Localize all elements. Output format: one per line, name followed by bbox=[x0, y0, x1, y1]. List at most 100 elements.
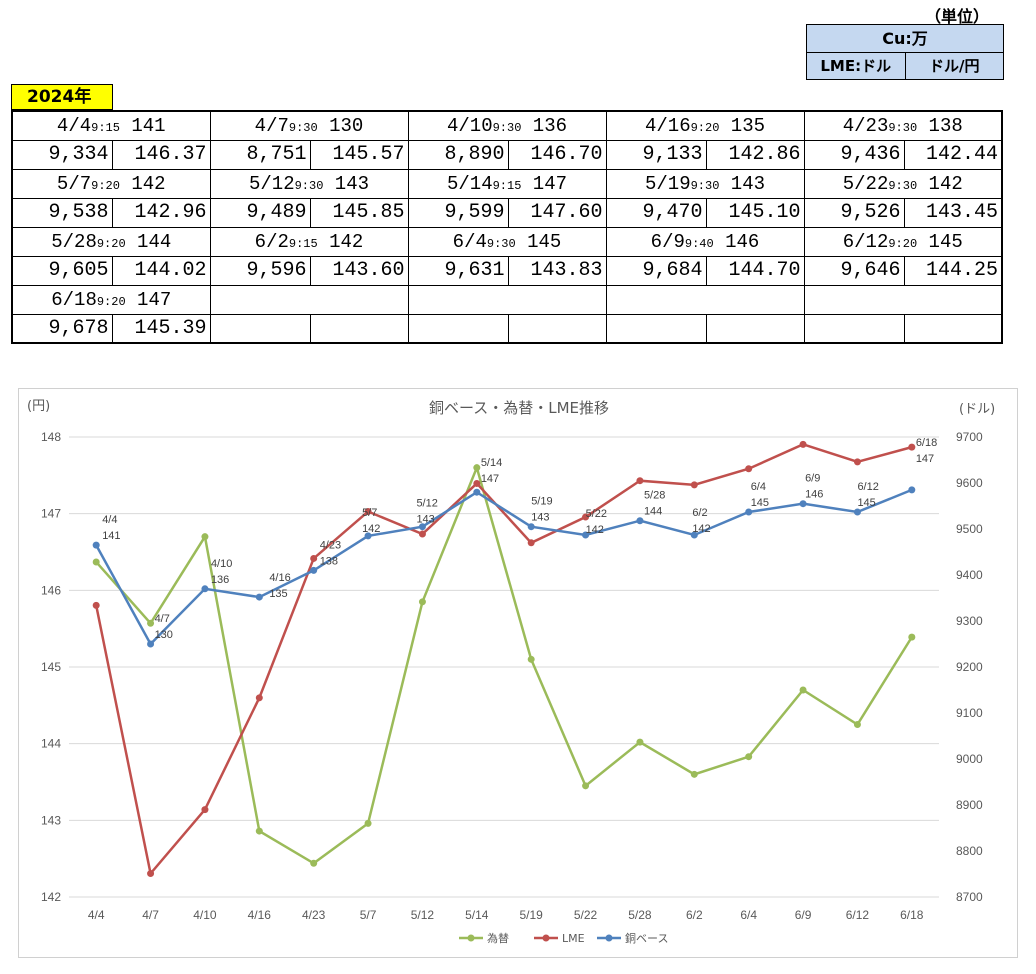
table-fx-cell: 144.02 bbox=[111, 255, 211, 286]
x-tick: 4/10 bbox=[193, 908, 217, 922]
data-point bbox=[690, 531, 698, 539]
table-row: 9,678 145.39 bbox=[11, 313, 1003, 344]
data-label-date: 6/2 bbox=[692, 507, 707, 519]
data-point bbox=[310, 566, 318, 574]
data-label-value: 135 bbox=[269, 588, 287, 600]
series-line-銅ベース bbox=[95, 488, 913, 647]
date-text: 4/4 bbox=[56, 114, 92, 137]
data-point bbox=[310, 554, 318, 562]
table-lme-cell bbox=[803, 313, 905, 344]
x-tick: 5/28 bbox=[628, 908, 652, 922]
copper-base-text: 142 bbox=[119, 172, 166, 195]
x-tick: 6/9 bbox=[795, 908, 812, 922]
data-label-date: 6/12 bbox=[857, 481, 878, 493]
data-point bbox=[92, 558, 100, 566]
data-point bbox=[908, 486, 916, 494]
time-text: 9:40 bbox=[684, 236, 714, 251]
table-row: 4/49:15 141 4/79:30 130 4/109:30 136 4/169:… bbox=[11, 110, 1003, 141]
table-fx-cell: 146.70 bbox=[507, 139, 607, 170]
table-date-cell: 4/109:30 136 bbox=[407, 110, 607, 141]
copper-base-text: 147 bbox=[125, 288, 172, 311]
copper-base-text: 145 bbox=[515, 230, 562, 253]
table-row: 9,334 146.37 8,751 145.57 8,890 146.70 9,133 14… bbox=[11, 139, 1003, 170]
data-point bbox=[582, 513, 590, 521]
data-label-value: 144 bbox=[644, 506, 662, 518]
x-tick: 6/4 bbox=[740, 908, 757, 922]
data-point bbox=[745, 753, 753, 761]
data-label-value: 130 bbox=[155, 629, 173, 641]
table-lme-cell: 9,596 bbox=[209, 255, 311, 286]
y-axis-label-right: (ドル) bbox=[959, 402, 995, 417]
table-date-cell: 5/289:20 144 bbox=[11, 226, 211, 257]
data-point bbox=[418, 523, 426, 531]
table-fx-cell bbox=[705, 313, 805, 344]
time-text: 9:30 bbox=[888, 120, 918, 135]
data-label-value: 141 bbox=[102, 530, 120, 542]
data-point bbox=[853, 458, 861, 466]
copper-base-text: 146 bbox=[713, 230, 760, 253]
y-tick-right: 9100 bbox=[956, 706, 983, 720]
data-point bbox=[255, 694, 263, 702]
data-point bbox=[582, 531, 590, 539]
table-fx-cell: 145.39 bbox=[111, 313, 211, 344]
data-point bbox=[201, 533, 209, 541]
data-point bbox=[201, 806, 209, 814]
y-tick-right: 9000 bbox=[956, 752, 983, 766]
y-tick-right: 8900 bbox=[956, 798, 983, 812]
table-row: 5/289:20 144 6/29:15 142 6/49:30 145 6/99:4… bbox=[11, 226, 1003, 257]
table-lme-cell: 8,751 bbox=[209, 139, 311, 170]
y-tick-left: 143 bbox=[41, 813, 61, 827]
table-fx-cell: 145.57 bbox=[309, 139, 409, 170]
legend-label: LME bbox=[562, 932, 585, 945]
time-text: 9:15 bbox=[288, 236, 318, 251]
table-fx-cell: 143.83 bbox=[507, 255, 607, 286]
data-label-value: 147 bbox=[916, 453, 934, 465]
data-point bbox=[364, 508, 372, 516]
data-label-value: 143 bbox=[531, 512, 549, 524]
data-label-value: 146 bbox=[805, 489, 823, 501]
data-point bbox=[92, 541, 100, 549]
y-tick-right: 9200 bbox=[956, 660, 983, 674]
series-line-為替 bbox=[95, 463, 913, 865]
data-label-date: 4/23 bbox=[320, 539, 341, 551]
data-label-date: 6/4 bbox=[751, 481, 766, 493]
table-row: 6/189:20 147 bbox=[11, 284, 1003, 315]
date-text: 5/12 bbox=[248, 172, 295, 195]
table-lme-cell: 9,538 bbox=[11, 197, 113, 228]
data-point bbox=[364, 532, 372, 540]
data-label-value: 136 bbox=[211, 574, 229, 586]
data-point bbox=[255, 827, 263, 835]
table-fx-cell bbox=[903, 313, 1003, 344]
data-point bbox=[853, 721, 861, 728]
table-lme-cell: 9,605 bbox=[11, 255, 113, 286]
table-date-cell: 6/49:30 145 bbox=[407, 226, 607, 257]
table-date-cell: 4/239:30 138 bbox=[803, 110, 1003, 141]
table-date-cell bbox=[605, 284, 805, 315]
data-point bbox=[799, 440, 807, 448]
table-fx-cell: 145.85 bbox=[309, 197, 409, 228]
data-point bbox=[636, 477, 644, 485]
y-tick-right: 8700 bbox=[956, 890, 983, 904]
table-lme-cell: 9,489 bbox=[209, 197, 311, 228]
data-point bbox=[201, 585, 209, 593]
x-tick: 5/22 bbox=[574, 908, 598, 922]
data-label-value: 145 bbox=[857, 497, 875, 509]
table-fx-cell: 144.25 bbox=[903, 255, 1003, 286]
data-label-value: 147 bbox=[481, 473, 499, 485]
x-tick: 6/2 bbox=[686, 908, 703, 922]
time-text: 9:30 bbox=[294, 178, 324, 193]
data-label-value: 142 bbox=[586, 524, 604, 536]
x-tick: 4/16 bbox=[248, 908, 272, 922]
legend-marker bbox=[467, 934, 475, 942]
data-label-date: 6/9 bbox=[805, 473, 820, 485]
y-tick-right: 8800 bbox=[956, 844, 983, 858]
table-lme-cell: 9,646 bbox=[803, 255, 905, 286]
time-text: 9:20 bbox=[96, 236, 126, 251]
time-text: 9:30 bbox=[690, 178, 720, 193]
data-point bbox=[908, 633, 916, 641]
y-tick-right: 9300 bbox=[956, 614, 983, 628]
price-table: 4/49:15 141 4/79:30 130 4/109:30 136 4/169:… bbox=[11, 110, 1003, 344]
data-point bbox=[527, 539, 535, 547]
table-fx-cell: 142.44 bbox=[903, 139, 1003, 170]
data-point bbox=[473, 464, 481, 472]
